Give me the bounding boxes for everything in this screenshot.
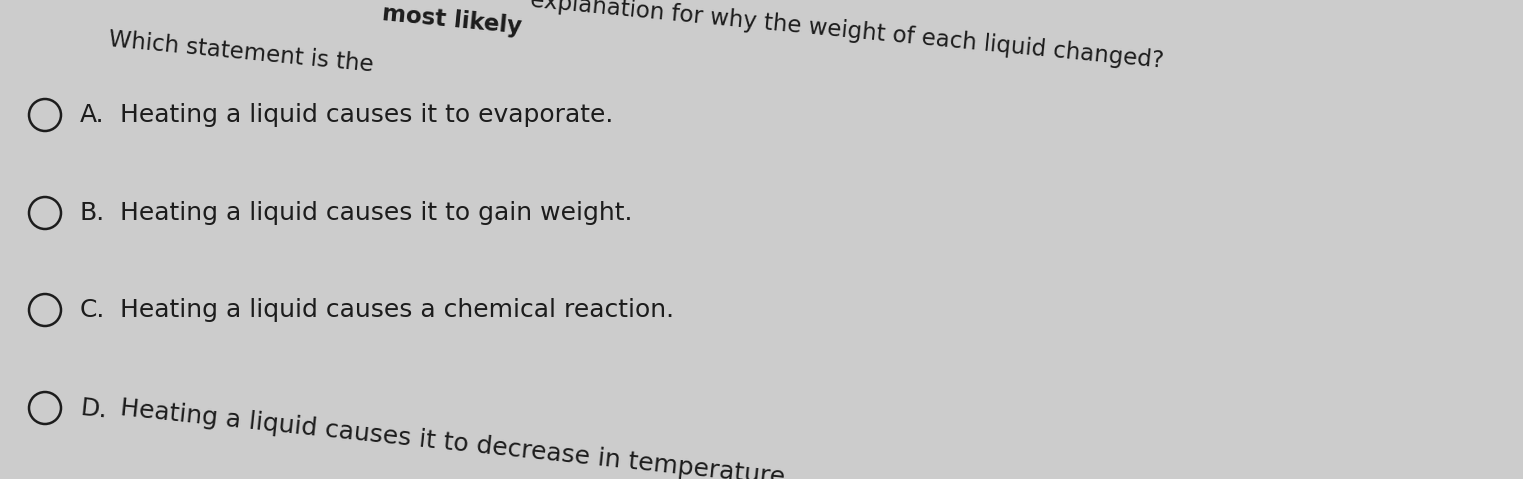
Text: explanation for why the weight of each liquid changed?: explanation for why the weight of each l… <box>522 0 1165 73</box>
Text: Heating a liquid causes it to gain weight.: Heating a liquid causes it to gain weigh… <box>120 201 632 225</box>
Text: Heating a liquid causes it to evaporate.: Heating a liquid causes it to evaporate. <box>120 103 614 127</box>
Text: D.: D. <box>79 396 108 423</box>
Text: most likely: most likely <box>381 2 522 38</box>
Text: A.: A. <box>81 103 105 127</box>
Text: Heating a liquid causes it to decrease in temperature.: Heating a liquid causes it to decrease i… <box>119 396 793 479</box>
Text: C.: C. <box>81 298 105 322</box>
Text: Heating a liquid causes a chemical reaction.: Heating a liquid causes a chemical react… <box>120 298 675 322</box>
Text: Which statement is the: Which statement is the <box>108 28 382 77</box>
Text: B.: B. <box>81 201 105 225</box>
